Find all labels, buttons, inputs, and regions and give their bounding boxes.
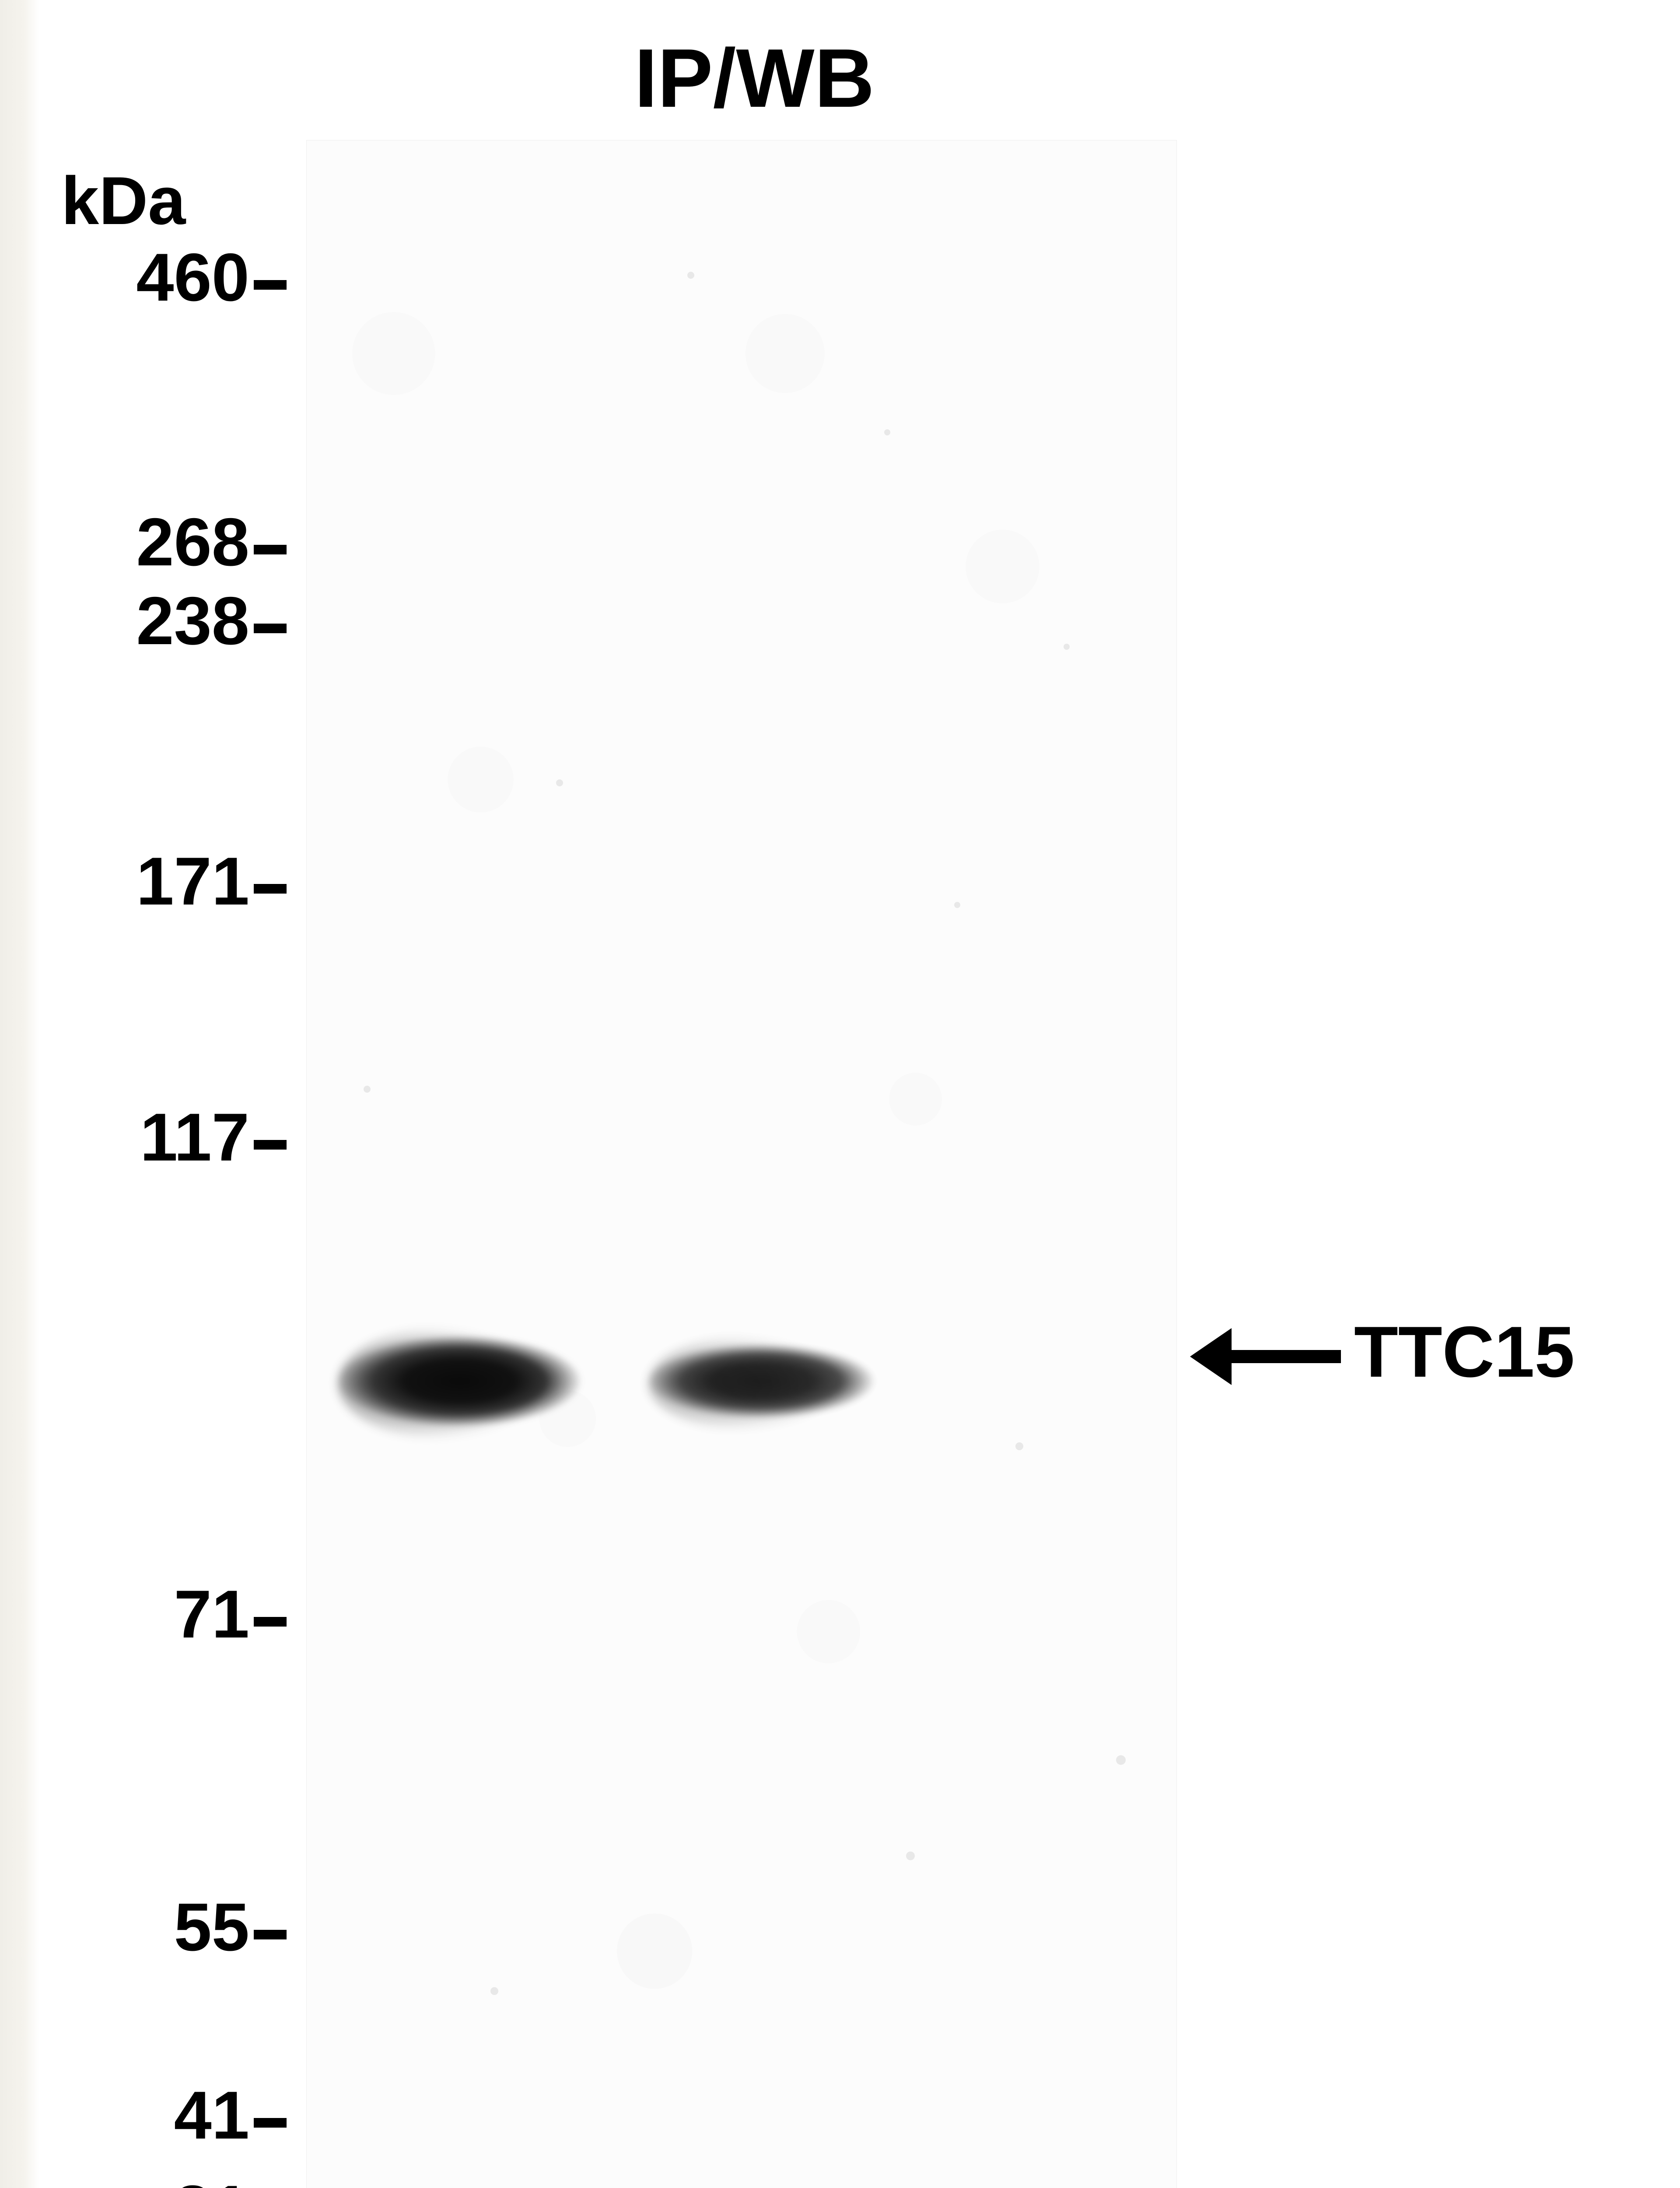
blot-speck xyxy=(556,779,563,786)
blot-speck xyxy=(1015,1442,1023,1450)
mw-tick-117 xyxy=(254,1140,287,1150)
figure-container: IP/WB kDa 460 268 238 171 117 71 55 41 3… xyxy=(0,0,1680,2188)
mw-tick-460 xyxy=(254,280,287,290)
axis-title-kda: kDa xyxy=(61,162,186,240)
mw-label-71: 71 xyxy=(131,1575,249,1653)
mw-label-117: 117 xyxy=(74,1098,249,1176)
mw-label-171: 171 xyxy=(74,842,249,920)
mw-label-238: 238 xyxy=(74,582,249,660)
mw-label-460: 460 xyxy=(74,238,249,316)
target-arrow-shaft xyxy=(1225,1350,1341,1363)
blot-speck xyxy=(906,1851,915,1860)
band-lane2 xyxy=(648,1344,875,1418)
mw-tick-171 xyxy=(254,884,287,894)
band-lane1 xyxy=(337,1335,582,1427)
blot-speck xyxy=(1064,644,1070,650)
figure-title: IP/WB xyxy=(634,31,875,126)
mw-tick-238 xyxy=(254,624,287,633)
mw-tick-268 xyxy=(254,545,287,554)
blot-speck xyxy=(687,272,694,279)
mw-label-31: 31 xyxy=(131,2170,249,2188)
blot-speck xyxy=(364,1086,371,1093)
mw-label-41: 41 xyxy=(131,2076,249,2154)
blot-membrane xyxy=(306,140,1177,2188)
target-label: TTC15 xyxy=(1354,1311,1575,1393)
mw-tick-55 xyxy=(254,1930,287,1939)
mw-label-268: 268 xyxy=(74,503,249,581)
blot-speck xyxy=(490,1987,498,1995)
blot-speck xyxy=(954,902,960,908)
blot-speck xyxy=(1116,1755,1126,1765)
mw-tick-71 xyxy=(254,1617,287,1627)
blot-speck xyxy=(884,429,890,435)
mw-label-55: 55 xyxy=(131,1888,249,1966)
mw-tick-41 xyxy=(254,2118,287,2128)
target-arrow-head xyxy=(1190,1328,1232,1385)
blot-noise xyxy=(307,140,1176,2188)
left-edge-strip xyxy=(0,0,39,2188)
